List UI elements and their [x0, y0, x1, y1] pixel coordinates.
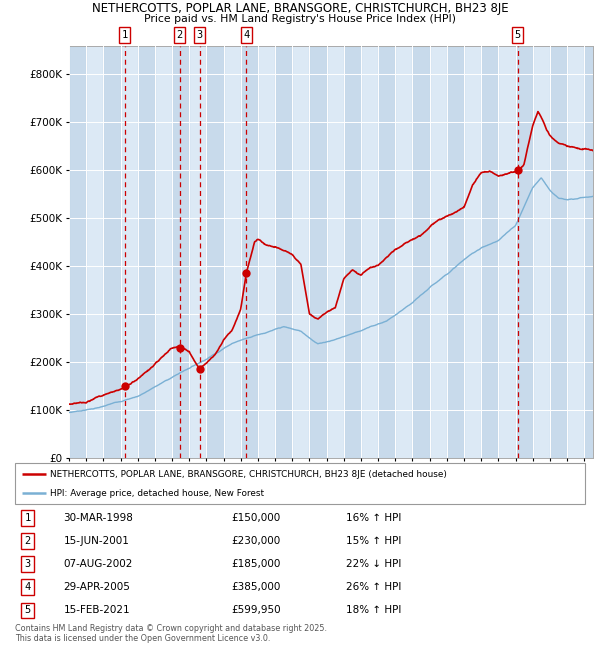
- Text: NETHERCOTTS, POPLAR LANE, BRANSGORE, CHRISTCHURCH, BH23 8JE: NETHERCOTTS, POPLAR LANE, BRANSGORE, CHR…: [92, 2, 508, 15]
- Text: 15% ↑ HPI: 15% ↑ HPI: [346, 536, 401, 546]
- Bar: [206, 46, 224, 458]
- Text: 16% ↑ HPI: 16% ↑ HPI: [346, 513, 401, 523]
- Bar: [481, 46, 499, 458]
- Text: £185,000: £185,000: [232, 559, 281, 569]
- Text: Contains HM Land Registry data © Crown copyright and database right 2025.: Contains HM Land Registry data © Crown c…: [15, 624, 327, 633]
- Text: 3: 3: [25, 559, 31, 569]
- Text: 15-JUN-2001: 15-JUN-2001: [64, 536, 130, 546]
- Text: This data is licensed under the Open Government Licence v3.0.: This data is licensed under the Open Gov…: [15, 634, 271, 644]
- Text: 3: 3: [196, 30, 203, 40]
- Bar: [447, 46, 464, 458]
- Text: NETHERCOTTS, POPLAR LANE, BRANSGORE, CHRISTCHURCH, BH23 8JE (detached house): NETHERCOTTS, POPLAR LANE, BRANSGORE, CHR…: [50, 470, 447, 479]
- Bar: [550, 46, 567, 458]
- Text: 07-AUG-2002: 07-AUG-2002: [64, 559, 133, 569]
- Bar: [69, 46, 86, 458]
- Bar: [310, 46, 326, 458]
- Bar: [515, 46, 533, 458]
- Bar: [344, 46, 361, 458]
- Text: 26% ↑ HPI: 26% ↑ HPI: [346, 582, 401, 592]
- Text: 29-APR-2005: 29-APR-2005: [64, 582, 130, 592]
- Text: 2: 2: [176, 30, 183, 40]
- Text: £230,000: £230,000: [232, 536, 281, 546]
- Text: HPI: Average price, detached house, New Forest: HPI: Average price, detached house, New …: [50, 489, 265, 498]
- Text: 5: 5: [25, 606, 31, 616]
- Text: 1: 1: [122, 30, 128, 40]
- Text: 1: 1: [25, 513, 31, 523]
- Text: 15-FEB-2021: 15-FEB-2021: [64, 606, 130, 616]
- Text: Price paid vs. HM Land Registry's House Price Index (HPI): Price paid vs. HM Land Registry's House …: [144, 14, 456, 24]
- Bar: [584, 46, 600, 458]
- Text: 30-MAR-1998: 30-MAR-1998: [64, 513, 133, 523]
- Bar: [241, 46, 258, 458]
- Text: 18% ↑ HPI: 18% ↑ HPI: [346, 606, 401, 616]
- Bar: [172, 46, 189, 458]
- Text: £599,950: £599,950: [232, 606, 281, 616]
- Text: 5: 5: [514, 30, 521, 40]
- Text: 4: 4: [25, 582, 31, 592]
- Bar: [378, 46, 395, 458]
- Text: 22% ↓ HPI: 22% ↓ HPI: [346, 559, 401, 569]
- Bar: [275, 46, 292, 458]
- Text: £150,000: £150,000: [232, 513, 281, 523]
- Bar: [412, 46, 430, 458]
- Bar: [103, 46, 121, 458]
- Text: 4: 4: [243, 30, 250, 40]
- Bar: [137, 46, 155, 458]
- Text: 2: 2: [25, 536, 31, 546]
- Text: £385,000: £385,000: [232, 582, 281, 592]
